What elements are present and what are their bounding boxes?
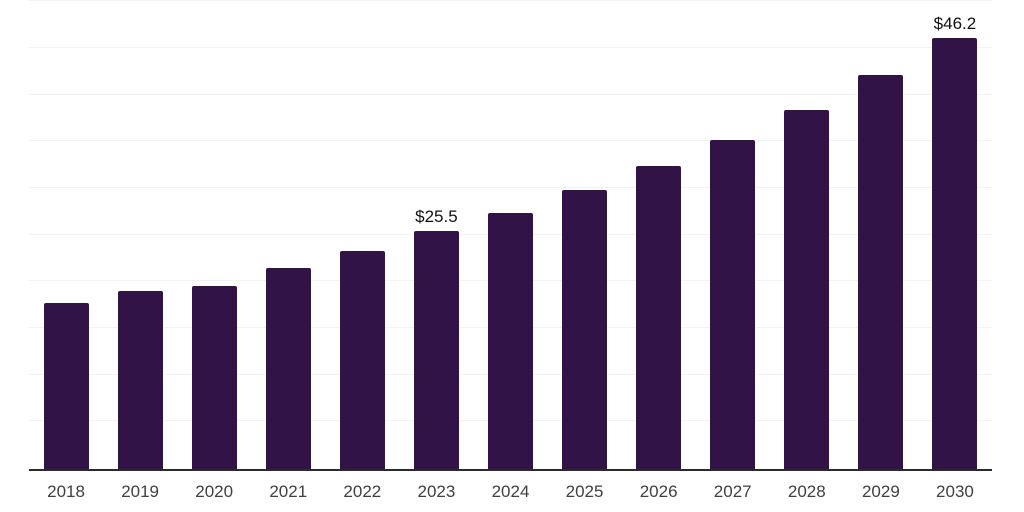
x-tick-label-2018: 2018 xyxy=(47,482,85,501)
x-tick-label-2023: 2023 xyxy=(417,482,456,501)
gridline xyxy=(29,47,992,48)
bar-2018 xyxy=(43,302,89,469)
gridline xyxy=(29,0,992,1)
x-tick-label-2024: 2024 xyxy=(491,482,530,501)
x-tick-label-2029: 2029 xyxy=(861,482,900,501)
bar-2027 xyxy=(710,140,756,469)
gridline xyxy=(29,94,992,95)
x-tick-label-2027: 2027 xyxy=(713,482,752,501)
bar-2021 xyxy=(265,268,311,469)
x-tick-label-2019: 2019 xyxy=(121,482,160,501)
x-tick-label-2022: 2022 xyxy=(343,482,382,501)
bar-2020 xyxy=(191,286,237,469)
x-tick-label-2025: 2025 xyxy=(565,482,604,501)
bar-2028 xyxy=(784,110,830,469)
gridline xyxy=(29,187,992,188)
bar-2022 xyxy=(339,250,385,469)
x-tick-label-2028: 2028 xyxy=(787,482,826,501)
x-tick-label-2030: 2030 xyxy=(936,482,974,501)
x-tick-label-2021: 2021 xyxy=(269,482,308,501)
bar-2019 xyxy=(117,290,163,469)
bar-2025 xyxy=(562,189,608,469)
bar-2024 xyxy=(488,213,533,469)
x-tick-label-2026: 2026 xyxy=(639,482,678,501)
bar-2030 xyxy=(932,37,978,469)
x-axis-line xyxy=(29,469,992,471)
gridline xyxy=(29,140,992,141)
bar-2026 xyxy=(636,165,682,469)
value-label-2023: $25.5 xyxy=(415,206,458,226)
x-tick-label-2020: 2020 xyxy=(195,482,234,501)
bar-2023 xyxy=(413,230,459,469)
value-label-2030: $46.2 xyxy=(933,13,977,33)
bar-2029 xyxy=(858,75,904,469)
